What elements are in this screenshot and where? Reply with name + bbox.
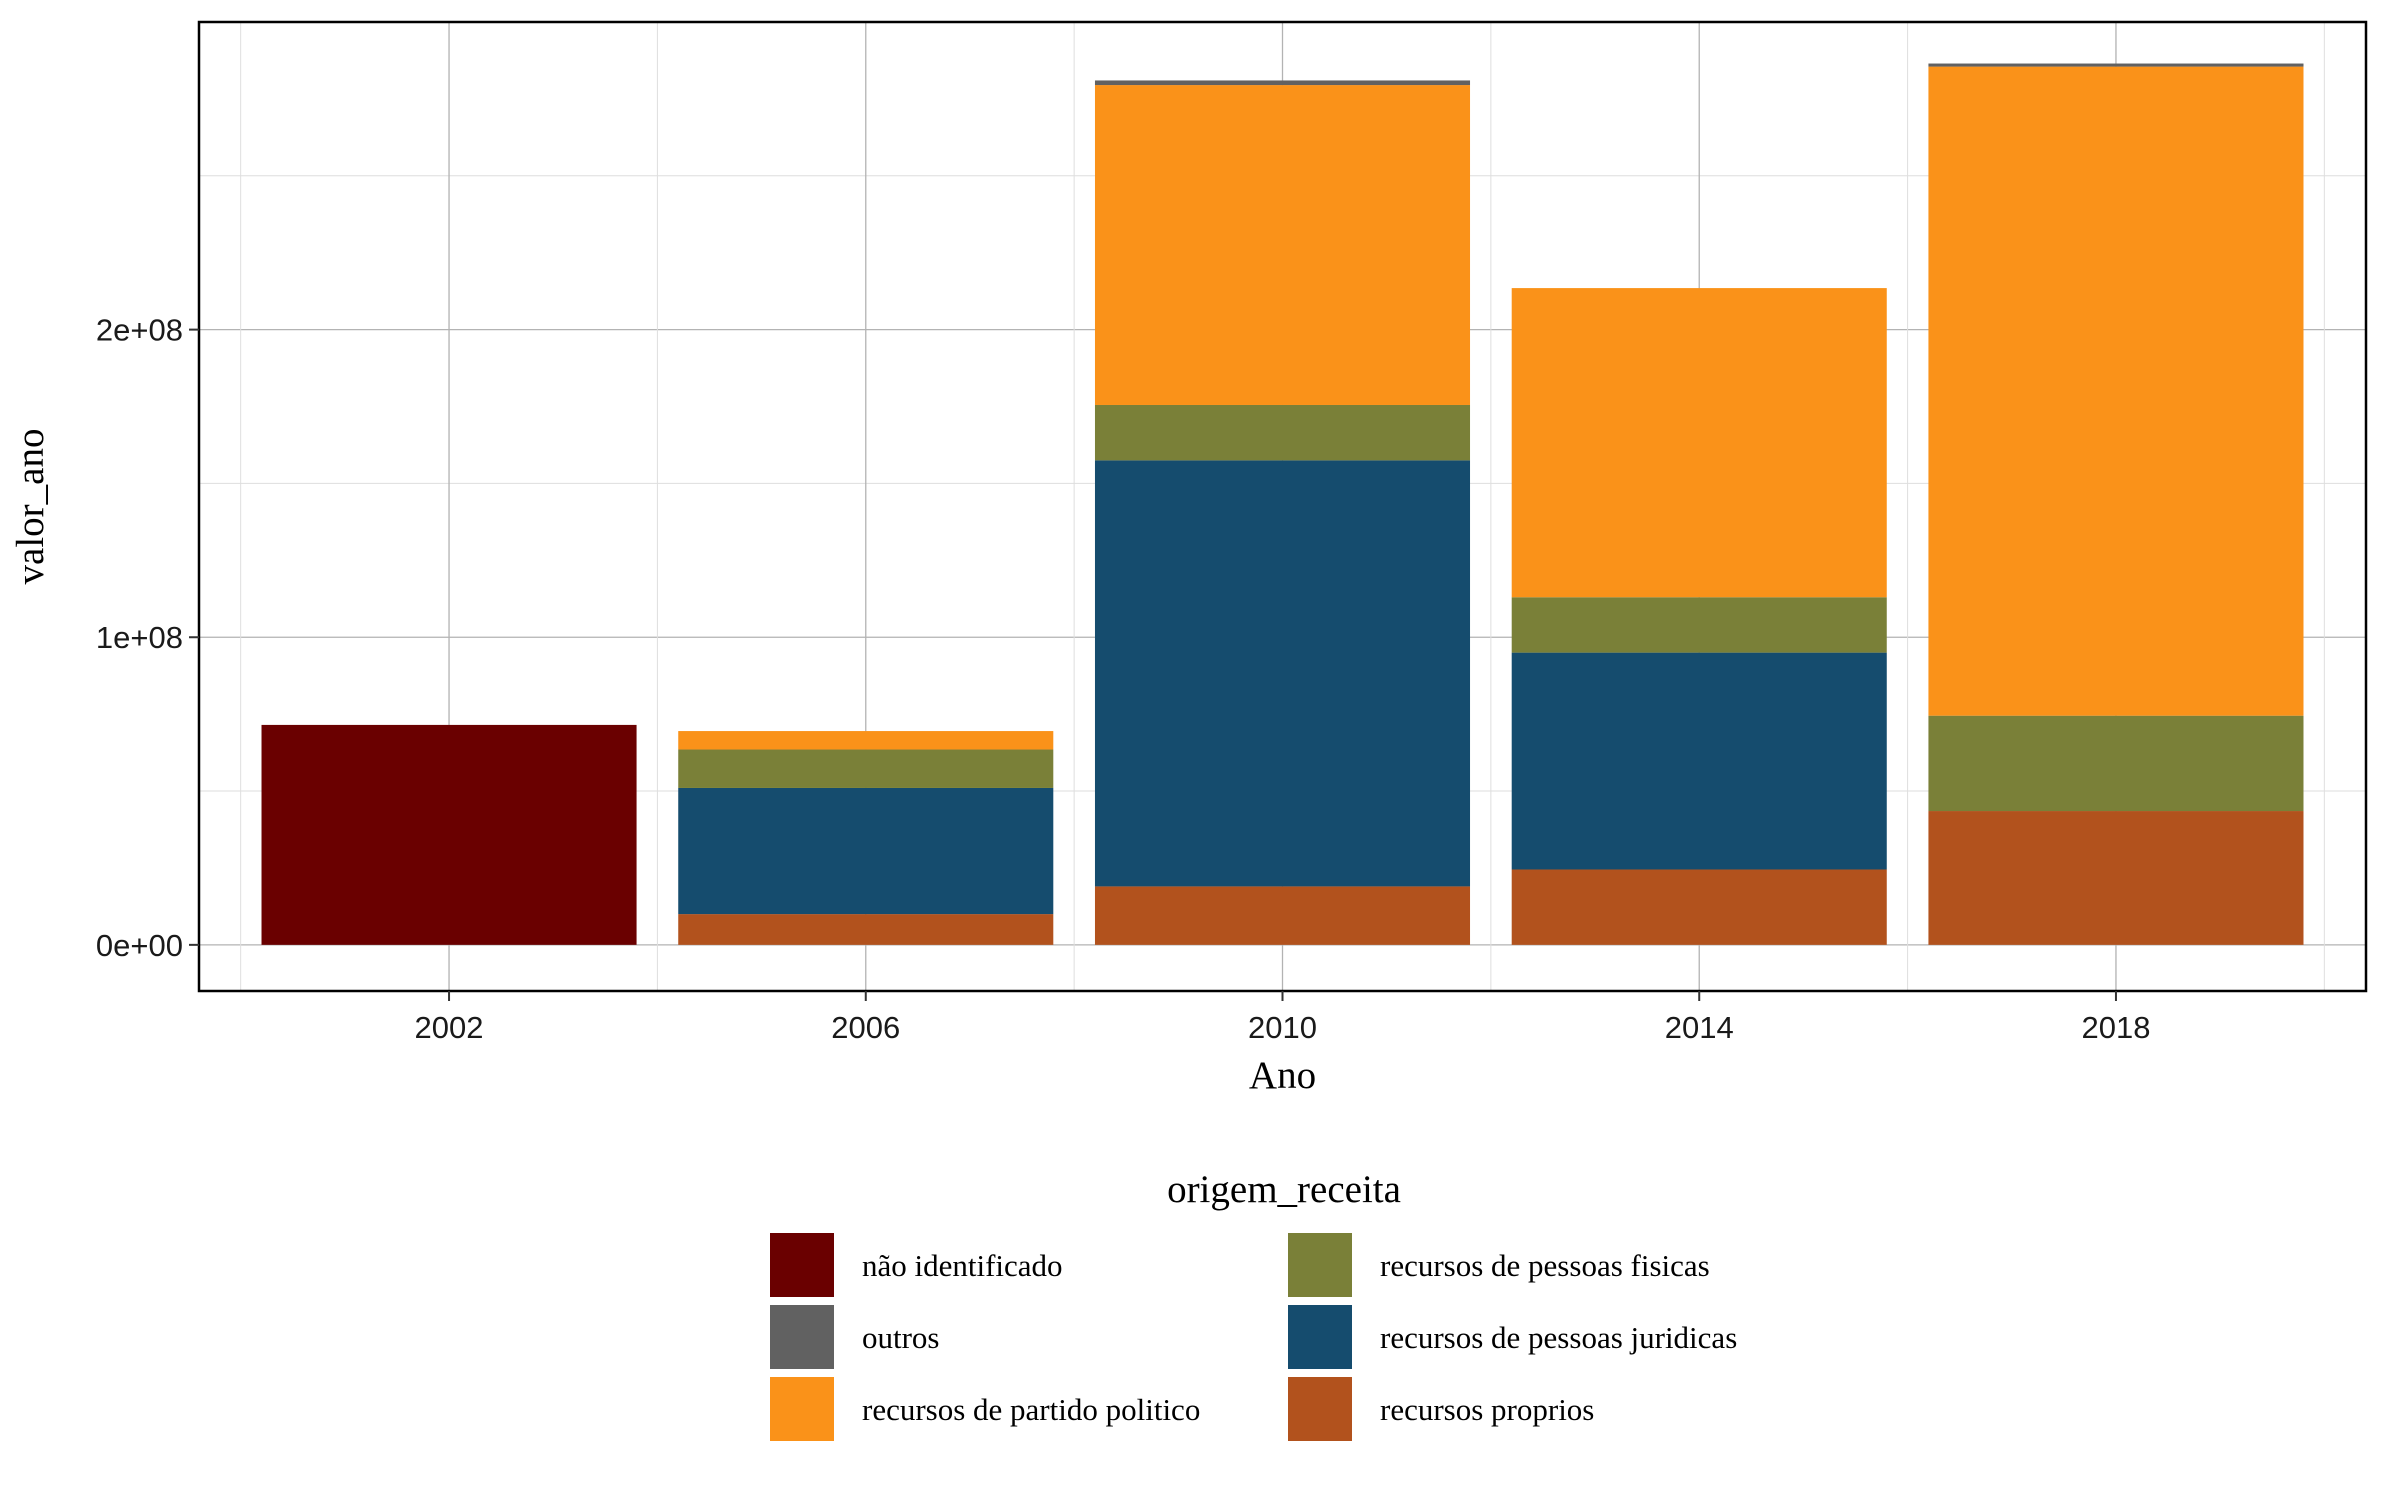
bar-2014-recursos-de-partido-politico [1511,288,1887,598]
legend-swatch [1286,1375,1354,1443]
x-tick-label: 2006 [831,1010,900,1045]
y-axis: 0e+00 1e+08 2e+08 [96,313,199,963]
legend: não identificado outros recursos de partid… [768,1231,1737,1443]
bar-2018-recursos-proprios [1928,811,2304,945]
x-axis: 2002 2006 2010 2014 2018 [415,991,2150,1045]
legend-swatch [768,1231,836,1299]
bar-2010-recursos-de-pessoas-fisicas [1094,404,1471,461]
x-tick-label: 2002 [415,1010,484,1045]
legend-label: recursos proprios [1380,1392,1594,1427]
bar-2014-recursos-de-pessoas-fisicas [1511,597,1887,653]
legend-item: outros [768,1303,940,1371]
bar-2010-recursos-de-pessoas-juridicas [1094,460,1471,887]
bar-2006-recursos-de-pessoas-fisicas [678,749,1054,788]
legend-item: recursos proprios [1286,1375,1594,1443]
y-tick-label: 2e+08 [96,313,183,348]
y-tick-label: 0e+00 [96,928,183,963]
legend-label: não identificado [862,1248,1063,1283]
legend-label: outros [862,1320,940,1355]
x-tick-label: 2010 [1248,1010,1317,1045]
y-tick-label: 1e+08 [96,620,183,655]
x-axis-title: Ano [1249,1054,1316,1097]
legend-item: recursos de partido politico [768,1375,1200,1443]
bar-2010-recursos-de-partido-politico [1094,85,1471,405]
legend-swatch [768,1303,836,1371]
x-tick-label: 2018 [2081,1010,2150,1045]
bar-2014-recursos-proprios [1511,869,1887,945]
bar-2006-recursos-de-pessoas-juridicas [678,787,1054,915]
bar-2010-outros [1094,80,1471,86]
bar-2014-recursos-de-pessoas-juridicas [1511,652,1887,870]
legend-title: origem_receita [1167,1168,1401,1211]
bars-layer [261,63,2304,945]
bar-2006-recursos-proprios [678,914,1054,945]
bar-2018-recursos-de-pessoas-fisicas [1928,715,2304,812]
legend-label: recursos de pessoas fisicas [1380,1248,1710,1283]
legend-swatch [1286,1231,1354,1299]
bar-2002-nao-identificado [261,724,637,945]
y-axis-title: valor_ano [9,429,52,585]
bar-2018-recursos-de-partido-politico [1928,66,2304,716]
legend-swatch [768,1375,836,1443]
legend-item: recursos de pessoas fisicas [1286,1231,1710,1299]
x-tick-label: 2014 [1665,1010,1734,1045]
legend-item: recursos de pessoas juridicas [1286,1303,1737,1371]
legend-item: não identificado [768,1231,1063,1299]
bar-2018-outros [1928,63,2304,67]
legend-swatch [1286,1303,1354,1371]
bar-2010-recursos-proprios [1094,886,1471,945]
legend-label: recursos de pessoas juridicas [1380,1320,1737,1355]
bar-2006-recursos-de-partido-politico [678,731,1054,750]
legend-label: recursos de partido politico [862,1392,1200,1427]
